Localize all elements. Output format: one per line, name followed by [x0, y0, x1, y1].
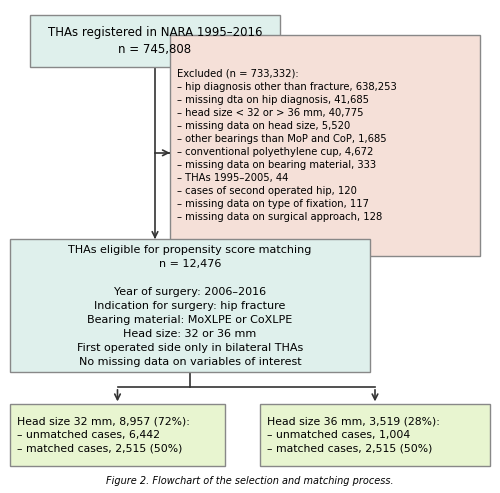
Text: THAs eligible for propensity score matching
n = 12,476

Year of surgery: 2006–20: THAs eligible for propensity score match… — [68, 245, 312, 367]
Text: Excluded (n = 733,332):
– hip diagnosis other than fracture, 638,253
– missing d: Excluded (n = 733,332): – hip diagnosis … — [176, 69, 396, 222]
FancyBboxPatch shape — [260, 404, 490, 466]
Text: THAs registered in NARA 1995–2016
n = 745,808: THAs registered in NARA 1995–2016 n = 74… — [48, 26, 262, 56]
Text: Head size 32 mm, 8,957 (72%):
– unmatched cases, 6,442
– matched cases, 2,515 (5: Head size 32 mm, 8,957 (72%): – unmatche… — [17, 417, 190, 454]
FancyBboxPatch shape — [10, 404, 225, 466]
Text: Figure 2. Flowchart of the selection and matching process.: Figure 2. Flowchart of the selection and… — [106, 476, 394, 486]
FancyBboxPatch shape — [10, 239, 370, 372]
Text: Head size 36 mm, 3,519 (28%):
– unmatched cases, 1,004
– matched cases, 2,515 (5: Head size 36 mm, 3,519 (28%): – unmatche… — [267, 417, 440, 454]
FancyBboxPatch shape — [170, 35, 480, 256]
FancyBboxPatch shape — [30, 15, 280, 67]
